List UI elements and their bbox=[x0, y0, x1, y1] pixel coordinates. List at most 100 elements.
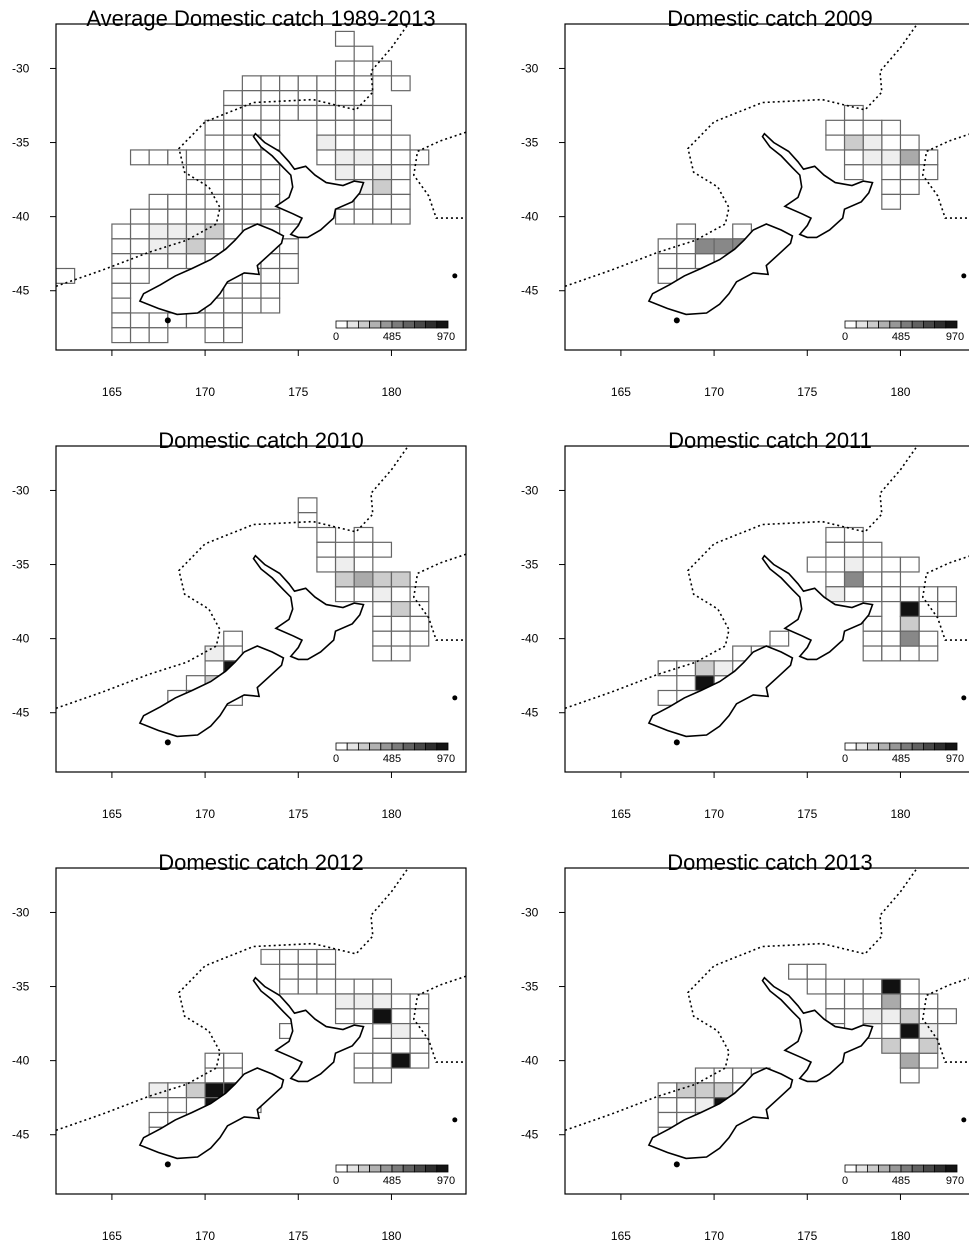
north-island-outline bbox=[252, 554, 365, 661]
y-tick-label: -35 bbox=[521, 980, 539, 994]
catch-cell bbox=[297, 512, 318, 529]
catch-cell bbox=[185, 312, 206, 329]
catch-cell bbox=[372, 630, 393, 647]
eez-boundary bbox=[56, 24, 409, 288]
legend-swatch bbox=[923, 1164, 936, 1173]
catch-cell bbox=[167, 193, 188, 210]
catch-cell bbox=[148, 193, 169, 210]
catch-cell bbox=[353, 164, 374, 181]
catch-cell bbox=[297, 978, 318, 995]
y-tick-label: -45 bbox=[521, 1128, 539, 1142]
y-tick-label: -40 bbox=[12, 632, 30, 646]
catch-cell bbox=[204, 164, 225, 181]
north-island-outline bbox=[761, 132, 874, 239]
north-island-outline bbox=[761, 554, 874, 661]
legend-swatch bbox=[380, 742, 393, 751]
catch-cell bbox=[185, 238, 206, 255]
catch-cell bbox=[937, 586, 957, 603]
catch-cell bbox=[353, 978, 374, 995]
x-tick-label: 180 bbox=[890, 1229, 910, 1243]
catch-cell bbox=[899, 1022, 920, 1040]
y-tick-label: -40 bbox=[521, 210, 539, 224]
catch-cell bbox=[260, 90, 281, 107]
catch-cell bbox=[148, 327, 169, 344]
catch-cell bbox=[185, 1082, 206, 1099]
legend-swatch bbox=[844, 1164, 857, 1173]
chart-panel-1: 165 170 175 180 -30 -35 -40 -45 Average Domestic… bbox=[12, 6, 467, 399]
chatham-islands bbox=[452, 1117, 458, 1123]
x-tick-label: 175 bbox=[797, 1229, 817, 1243]
plot-area bbox=[56, 446, 466, 746]
legend-swatch bbox=[357, 320, 370, 329]
catch-cell bbox=[353, 1052, 374, 1069]
catch-cell bbox=[899, 1037, 920, 1054]
catch-cell bbox=[825, 993, 846, 1010]
legend-swatch bbox=[923, 742, 936, 751]
legend-swatch bbox=[346, 742, 359, 751]
legend-min-label: 0 bbox=[842, 331, 848, 343]
y-tick-label: -35 bbox=[12, 136, 30, 150]
catch-cell bbox=[881, 1008, 902, 1025]
catch-cell bbox=[241, 208, 262, 225]
catch-cell bbox=[111, 327, 132, 344]
eez-boundary-east bbox=[412, 553, 466, 641]
catch-cell bbox=[334, 541, 355, 558]
legend-max-label: 970 bbox=[946, 753, 964, 765]
legend-swatch bbox=[934, 1164, 947, 1173]
legend-min-label: 0 bbox=[333, 753, 339, 765]
catch-cell bbox=[825, 978, 846, 995]
catch-cell bbox=[223, 119, 243, 136]
legend-swatch bbox=[436, 742, 449, 751]
catch-cell bbox=[260, 164, 281, 181]
legend-swatch bbox=[402, 742, 415, 751]
legend-min-label: 0 bbox=[842, 753, 848, 765]
legend-swatch bbox=[889, 320, 902, 329]
catch-cell bbox=[204, 119, 225, 136]
catch-cell bbox=[918, 164, 939, 181]
chart-title: Domestic catch 2010 bbox=[158, 428, 363, 453]
eez-boundary bbox=[56, 446, 409, 710]
catch-cell bbox=[129, 149, 150, 166]
legend-swatch bbox=[900, 1164, 913, 1173]
legend-swatch bbox=[335, 1164, 348, 1173]
catch-cell bbox=[279, 978, 299, 995]
catch-cell bbox=[334, 60, 355, 77]
x-tick-label: 175 bbox=[288, 1229, 308, 1243]
catch-cell bbox=[372, 60, 393, 77]
catch-cell bbox=[657, 253, 678, 270]
catch-cell bbox=[899, 556, 920, 573]
catch-cell bbox=[862, 645, 883, 662]
x-tick-label: 165 bbox=[611, 807, 631, 821]
catch-cell bbox=[241, 119, 262, 136]
catch-cell bbox=[409, 1008, 430, 1025]
catch-cell bbox=[409, 993, 430, 1010]
legend-swatch bbox=[402, 1164, 415, 1173]
y-tick-label: -45 bbox=[12, 1128, 30, 1142]
x-tick-label: 170 bbox=[704, 807, 724, 821]
legend-swatch bbox=[900, 742, 913, 751]
y-tick-label: -35 bbox=[12, 980, 30, 994]
catch-cell bbox=[918, 600, 939, 618]
catch-cell bbox=[334, 90, 355, 107]
catch-cell bbox=[390, 208, 411, 225]
catch-cell bbox=[148, 208, 169, 225]
x-tick-label: 180 bbox=[381, 385, 401, 399]
catch-cell bbox=[372, 134, 393, 151]
south-island-outline bbox=[647, 223, 794, 316]
x-tick-label: 170 bbox=[704, 385, 724, 399]
catch-cell bbox=[204, 134, 225, 151]
stewart-island bbox=[164, 739, 171, 746]
catch-cell bbox=[372, 645, 393, 662]
legend-swatch bbox=[878, 742, 891, 751]
catch-cell bbox=[899, 1052, 920, 1069]
legend-mid-label: 485 bbox=[892, 753, 910, 765]
catch-cell bbox=[167, 208, 188, 225]
x-tick-label: 165 bbox=[611, 385, 631, 399]
catch-cell bbox=[223, 164, 243, 181]
x-tick-label: 175 bbox=[288, 385, 308, 399]
catch-cell bbox=[918, 1022, 939, 1040]
eez-boundary bbox=[565, 868, 918, 1132]
catch-cell bbox=[148, 238, 169, 255]
x-tick-label: 180 bbox=[890, 807, 910, 821]
catch-cell bbox=[390, 615, 411, 632]
